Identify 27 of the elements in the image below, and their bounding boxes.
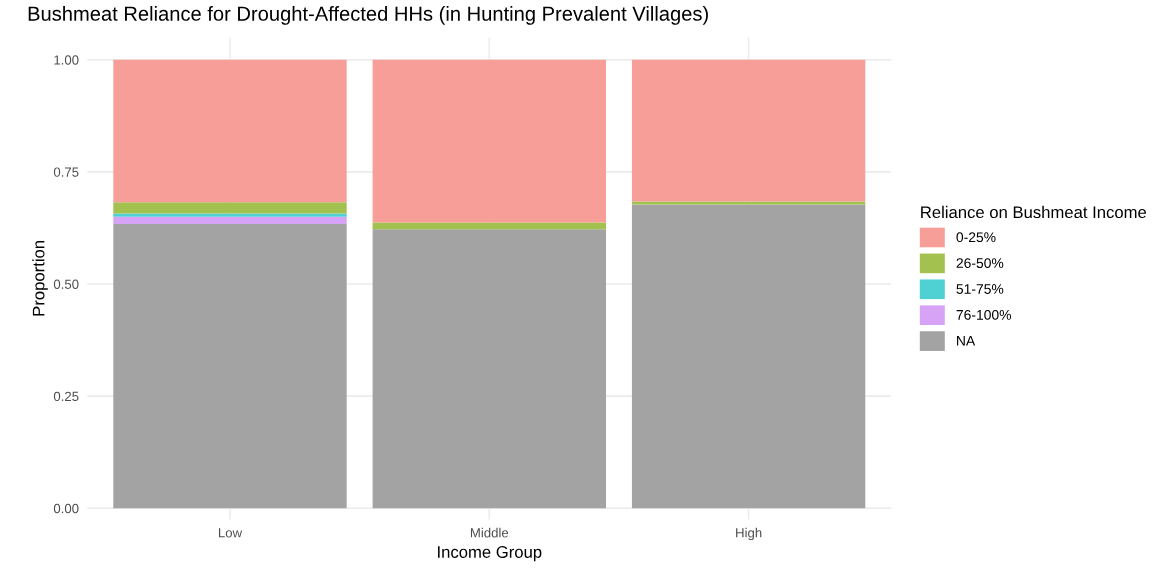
y-tick-label: 0.25 [53, 391, 79, 402]
legend-title: Reliance on Bushmeat Income [921, 205, 1147, 219]
x-tick-label: High [736, 527, 762, 541]
x-tick-label: Middle [470, 527, 509, 538]
legend-label: NA [957, 336, 976, 346]
bar [631, 201, 866, 205]
y-tick-label: 0.75 [53, 167, 79, 177]
legend-label: 76-100% [956, 309, 1012, 320]
bar [113, 216, 347, 224]
y-tick-label: 0.00 [53, 503, 79, 514]
chart-title: Bushmeat Reliance for Drought-Affected HHs (in Hunting Prevalent Villages) [28, 6, 708, 25]
y-axis-title: Proportion [32, 241, 48, 316]
x-tick-label: Low [218, 528, 243, 538]
legend-label: 51-75% [956, 284, 1004, 294]
bar [372, 59, 606, 223]
y-tick-label: 1.00 [54, 55, 79, 65]
legend-label: 0-25% [956, 232, 996, 243]
bar [113, 213, 347, 217]
y-tick-label: 0.50 [53, 279, 79, 289]
bar [631, 59, 866, 202]
bar [113, 223, 347, 509]
bar [631, 204, 866, 509]
x-axis-title: Income Group [438, 546, 542, 562]
bar [113, 202, 347, 214]
bar [113, 59, 347, 203]
legend-label: 26-50% [956, 258, 1004, 268]
bar [372, 229, 606, 509]
